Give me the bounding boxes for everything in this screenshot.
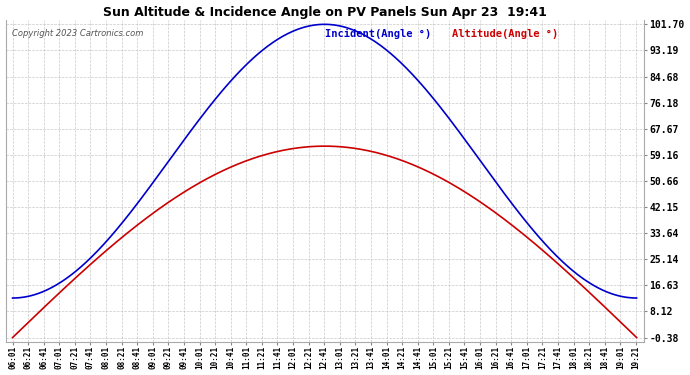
Text: Incident(Angle °): Incident(Angle °)	[324, 29, 431, 39]
Text: Altitude(Angle °): Altitude(Angle °)	[452, 29, 558, 39]
Text: Copyright 2023 Cartronics.com: Copyright 2023 Cartronics.com	[12, 29, 144, 38]
Title: Sun Altitude & Incidence Angle on PV Panels Sun Apr 23  19:41: Sun Altitude & Incidence Angle on PV Pan…	[103, 6, 546, 18]
